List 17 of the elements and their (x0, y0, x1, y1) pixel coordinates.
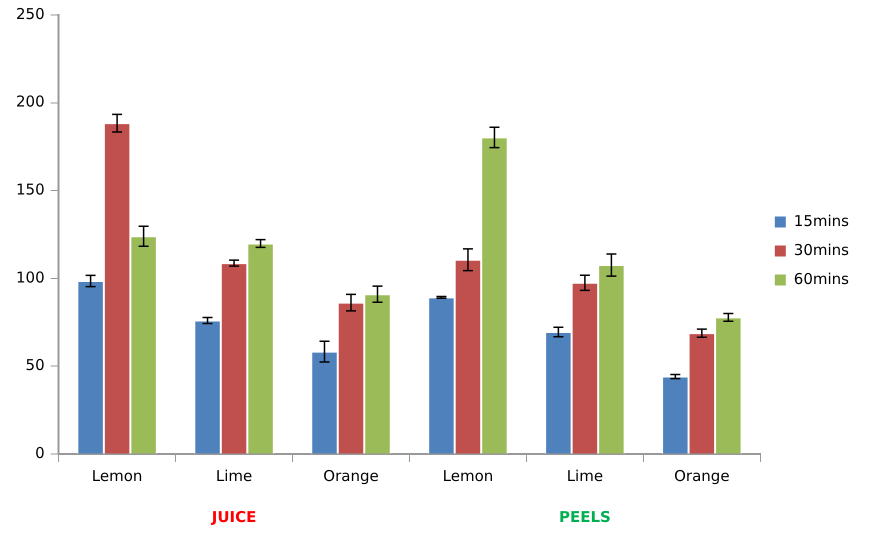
x-tick-label: Lemon (442, 466, 494, 485)
x-tick-label: Lemon (92, 466, 142, 485)
x-tick-label: Lime (216, 466, 252, 485)
y-tick-label: 100 (16, 268, 45, 286)
legend-label: 15mins (794, 212, 850, 230)
y-tick-label: 0 (35, 444, 45, 462)
text: JUICE (210, 508, 256, 526)
y-tick-label: 150 (16, 180, 45, 198)
y-tick-label: 200 (16, 92, 45, 111)
x-tick-label: Orange (674, 466, 730, 485)
y-tick-label: 250 (16, 4, 45, 23)
legend-label: 60mins (794, 270, 850, 288)
y-tick-label: 50 (26, 356, 45, 374)
x-tick-label: Lime (566, 466, 604, 485)
legend-label: 30mins (794, 240, 850, 259)
text: PEELS (558, 508, 611, 526)
x-tick-label: Orange (323, 466, 379, 485)
